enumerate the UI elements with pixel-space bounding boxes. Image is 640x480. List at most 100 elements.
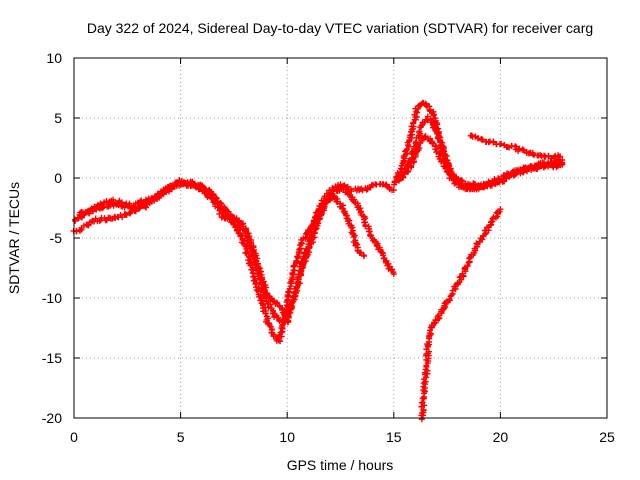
data-point — [291, 262, 298, 269]
data-point — [378, 249, 385, 256]
data-layer — [70, 99, 566, 423]
data-point — [419, 410, 426, 417]
data-point — [285, 288, 292, 295]
y-tick-label: -15 — [42, 350, 62, 366]
data-point — [452, 179, 459, 186]
data-point — [438, 158, 445, 165]
data-point — [139, 199, 146, 206]
data-point — [427, 119, 434, 126]
data-point — [360, 253, 367, 259]
data-point — [236, 217, 243, 224]
data-point — [218, 214, 225, 221]
data-point — [559, 161, 566, 168]
data-point — [288, 299, 295, 306]
data-point — [263, 292, 270, 299]
data-point — [429, 124, 436, 131]
data-point — [213, 195, 220, 202]
data-point — [435, 312, 442, 319]
x-axis-label: GPS time / hours — [287, 457, 394, 473]
data-point — [441, 159, 448, 166]
data-point — [276, 302, 283, 309]
series-track-7 — [467, 132, 564, 162]
data-point — [256, 271, 263, 278]
data-point — [432, 317, 439, 324]
data-point — [112, 199, 119, 206]
data-point — [339, 205, 346, 212]
data-point — [458, 183, 465, 190]
series-track-6 — [399, 133, 566, 193]
data-point — [295, 271, 302, 278]
data-point — [123, 211, 130, 218]
data-point — [464, 263, 471, 270]
data-point — [496, 176, 503, 183]
x-tick-label: 15 — [386, 429, 402, 445]
data-point — [262, 310, 269, 317]
data-point — [427, 330, 434, 337]
series-track-8 — [418, 206, 504, 423]
data-point — [296, 263, 303, 270]
data-point — [459, 270, 466, 277]
data-point — [491, 177, 498, 184]
plot-frame — [73, 57, 608, 419]
data-point — [126, 210, 133, 217]
axis-ticks: 0 5 10 15 20 25 -20 -15 -10 -5 0 5 10 — [42, 50, 615, 445]
y-tick-label: -20 — [42, 410, 62, 426]
data-point — [262, 295, 269, 302]
data-point — [451, 180, 458, 187]
data-point — [420, 407, 427, 414]
data-point — [300, 253, 307, 260]
data-point — [351, 199, 358, 206]
data-point — [253, 252, 260, 259]
data-point — [446, 296, 453, 303]
data-point — [442, 165, 449, 172]
y-tick-label: -5 — [50, 230, 63, 246]
data-point — [466, 255, 473, 262]
data-point — [309, 224, 316, 231]
data-point — [413, 108, 420, 115]
data-point — [243, 250, 250, 257]
data-point — [216, 210, 223, 217]
y-tick-label: -10 — [42, 290, 62, 306]
data-point — [287, 309, 294, 316]
data-point — [311, 217, 318, 224]
data-point — [367, 232, 374, 239]
data-point — [96, 217, 103, 224]
data-point — [423, 374, 430, 381]
chart-title: Day 322 of 2024, Sidereal Day-to-day VTE… — [87, 20, 593, 36]
data-point — [218, 203, 225, 210]
data-point — [390, 187, 397, 193]
data-point — [286, 285, 293, 292]
data-point — [473, 240, 480, 247]
data-point — [287, 301, 294, 308]
data-point — [474, 135, 481, 142]
data-point — [393, 174, 400, 181]
grid — [74, 58, 607, 418]
data-point — [487, 180, 494, 187]
data-point — [556, 160, 563, 167]
data-point — [277, 338, 284, 345]
data-point — [529, 150, 536, 157]
data-point — [350, 234, 357, 241]
x-tick-label: 25 — [599, 429, 615, 445]
data-point — [479, 136, 486, 143]
data-point — [323, 190, 330, 197]
x-tick-label: 5 — [177, 429, 185, 445]
data-point — [497, 140, 504, 147]
data-point — [254, 287, 261, 294]
data-point — [84, 208, 91, 215]
data-point — [72, 216, 79, 223]
data-point — [541, 162, 548, 169]
data-point — [435, 145, 442, 152]
x-tick-label: 10 — [279, 429, 295, 445]
data-point — [434, 313, 441, 320]
data-point — [557, 153, 564, 160]
y-tick-label: 0 — [54, 170, 62, 186]
y-axis-label: SDTVAR / TECUs — [6, 182, 22, 294]
data-point — [497, 206, 504, 213]
data-point — [404, 167, 411, 174]
data-point — [422, 133, 429, 140]
data-point — [264, 300, 271, 307]
data-point — [249, 253, 256, 260]
data-point — [365, 228, 372, 235]
